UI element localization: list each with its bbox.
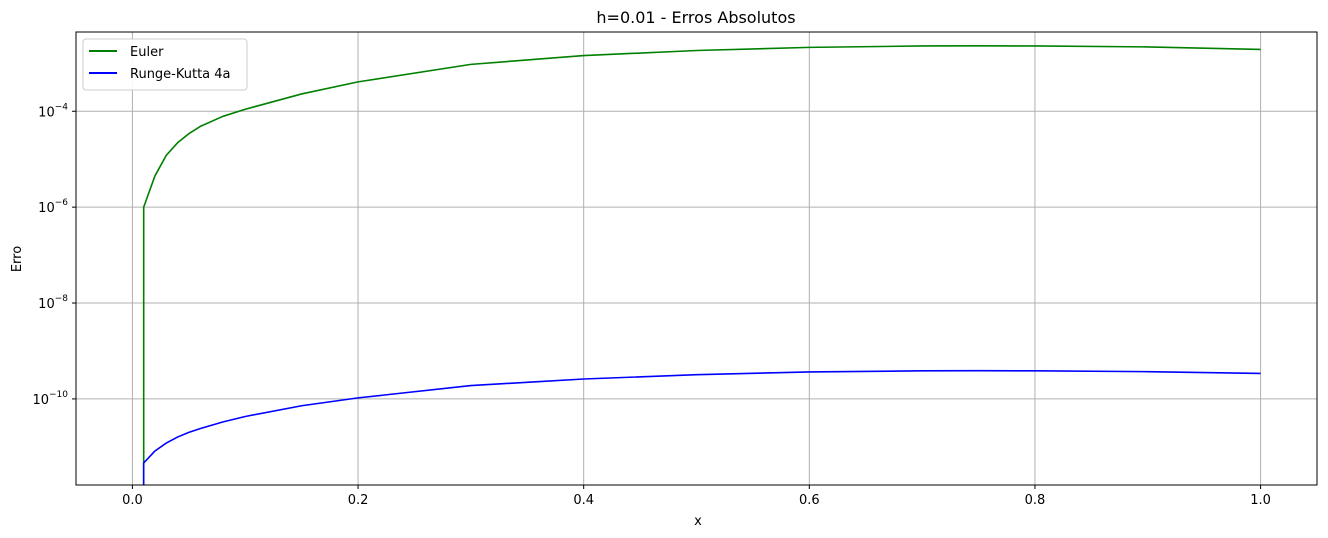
x-axis: 0.0 0.2 0.4 0.6 0.8 1.0 (122, 485, 1271, 508)
x-tick-label: 0.8 (1025, 493, 1046, 508)
y-tick-label: 10−8 (38, 294, 68, 312)
x-tick-label: 0.0 (122, 493, 143, 508)
legend-box (82, 38, 248, 91)
x-axis-label: x (694, 514, 702, 529)
grid-lines (76, 32, 1317, 485)
legend-label-euler: Euler (130, 45, 164, 60)
y-tick-label: 10−6 (38, 198, 68, 216)
legend: Euler Runge-Kutta 4a (82, 38, 248, 91)
x-tick-label: 0.6 (799, 493, 820, 508)
plot-frame (75, 31, 1318, 486)
chart-title: h=0.01 - Erros Absolutos (596, 8, 795, 27)
x-tick-label: 1.0 (1250, 493, 1271, 508)
y-axis-label: Erro (10, 246, 25, 272)
series-layer (142, 44, 1261, 485)
series-line-1 (142, 369, 1261, 485)
y-tick-label: 10−4 (38, 102, 68, 120)
x-tick-label: 0.2 (348, 493, 369, 508)
legend-label-runge-kutta: Runge-Kutta 4a (130, 67, 231, 82)
series-line-0 (142, 44, 1261, 485)
y-axis: 10−10 10−8 10−6 10−4 (32, 102, 76, 408)
y-tick-label: 10−10 (32, 390, 68, 408)
x-tick-label: 0.4 (573, 493, 594, 508)
